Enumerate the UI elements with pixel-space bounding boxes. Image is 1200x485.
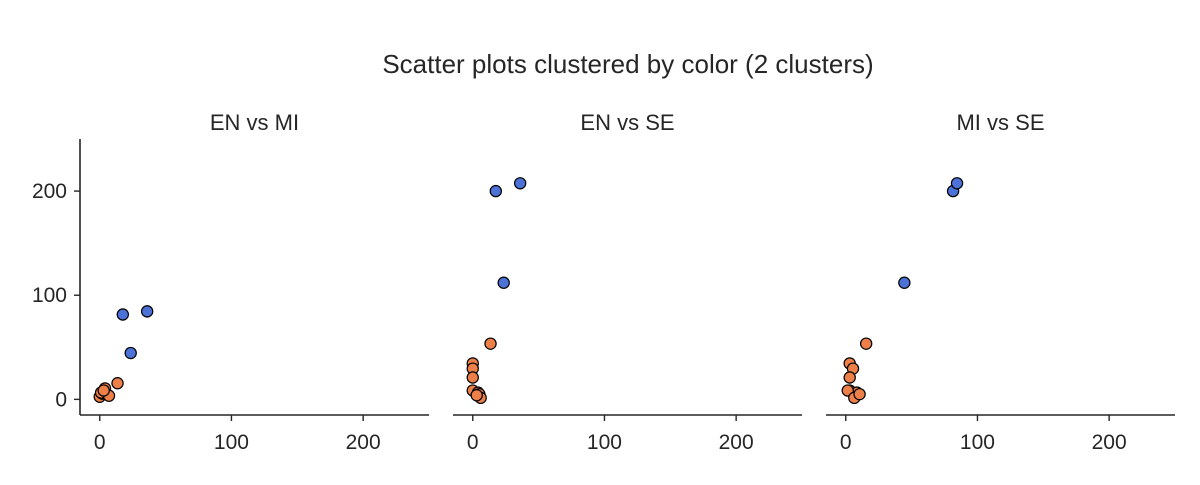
data-point-cluster-0 bbox=[124, 346, 137, 360]
y-tick-label: 100 bbox=[32, 284, 67, 307]
subplot-3: MI vs SE 0 100 200 bbox=[826, 110, 1175, 454]
x-tick-label: 0 bbox=[467, 431, 479, 454]
x-tick-label: 200 bbox=[346, 431, 381, 454]
y-tick-label: 0 bbox=[55, 388, 67, 411]
data-point-cluster-1 bbox=[484, 337, 497, 350]
data-point-cluster-0 bbox=[497, 276, 510, 289]
subplot-title: MI vs SE bbox=[956, 110, 1044, 135]
x-tick-label: 0 bbox=[840, 431, 852, 454]
x-tick-label: 100 bbox=[214, 431, 249, 454]
data-point-cluster-0 bbox=[950, 177, 964, 190]
x-tick-label: 0 bbox=[94, 431, 106, 454]
data-point-cluster-0 bbox=[489, 184, 503, 198]
subplot-title: EN vs MI bbox=[210, 110, 299, 135]
subplot-title: EN vs SE bbox=[580, 110, 674, 135]
x-tick-label: 200 bbox=[1092, 431, 1127, 454]
subplot-1: EN vs MI 0 100 200 0 100 200 bbox=[32, 110, 429, 454]
y-tick-label: 200 bbox=[32, 180, 67, 203]
data-point-cluster-0 bbox=[116, 308, 130, 321]
subplot-2: EN vs SE 0 100 200 bbox=[453, 110, 802, 454]
data-point-cluster-1 bbox=[853, 387, 866, 401]
data-point-cluster-1 bbox=[859, 337, 873, 350]
x-tick-label: 200 bbox=[719, 431, 754, 454]
x-tick-label: 100 bbox=[587, 431, 622, 454]
data-point-cluster-1 bbox=[466, 371, 479, 384]
data-point-cluster-1 bbox=[470, 389, 483, 402]
data-point-cluster-0 bbox=[898, 276, 911, 289]
data-point-cluster-1 bbox=[111, 377, 124, 390]
data-point-cluster-0 bbox=[140, 305, 154, 318]
data-point-cluster-0 bbox=[513, 177, 527, 190]
x-tick-label: 100 bbox=[960, 431, 995, 454]
data-point-cluster-1 bbox=[97, 384, 110, 397]
figure-title: Scatter plots clustered by color (2 clus… bbox=[382, 49, 873, 79]
data-point-cluster-1 bbox=[843, 371, 856, 384]
